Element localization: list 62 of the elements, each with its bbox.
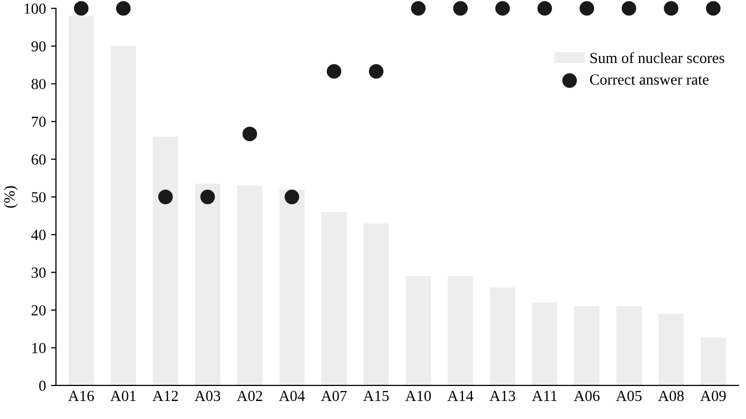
bar	[616, 306, 642, 386]
bar	[194, 184, 220, 386]
point	[411, 1, 426, 16]
x-tick-label: A05	[616, 390, 642, 402]
point	[495, 1, 510, 16]
point	[368, 64, 384, 79]
x-tick-label: A08	[658, 390, 684, 402]
y-tick-label: 60	[32, 154, 46, 165]
y-tick-label: 100	[24, 4, 46, 14]
x-tick-label: A01	[110, 390, 136, 402]
x-tick-label: A14	[447, 390, 474, 401]
bar	[237, 186, 262, 386]
bar	[658, 314, 684, 386]
y-tick-label: 20	[32, 305, 46, 316]
y-tick-label: 50	[32, 192, 46, 202]
legend-label: Correct answer rate	[590, 74, 709, 85]
x-tick-label: A11	[532, 390, 557, 401]
bar	[490, 287, 516, 386]
point	[622, 1, 636, 16]
y-axis-title: (%)	[4, 186, 18, 208]
bar	[68, 16, 94, 386]
point	[116, 1, 131, 16]
point	[537, 1, 552, 16]
point	[242, 126, 258, 142]
bar	[110, 46, 136, 386]
x-tick-label: A02	[236, 390, 262, 402]
bar	[364, 223, 389, 386]
y-tick-label: 0	[39, 380, 46, 391]
x-tick-label: A03	[194, 390, 220, 402]
bar	[448, 276, 474, 386]
point	[200, 190, 215, 204]
x-tick-label: A09	[700, 390, 726, 402]
y-tick-label: 90	[31, 41, 46, 52]
point	[284, 190, 300, 204]
bar	[279, 189, 305, 386]
point	[706, 1, 721, 16]
x-tick-label: A07	[321, 390, 347, 402]
y-tick-label: 80	[32, 78, 46, 90]
point	[326, 64, 342, 79]
bar	[152, 136, 178, 386]
y-tick-label: 40	[31, 230, 46, 240]
point	[74, 1, 89, 16]
x-tick-label: A04	[278, 390, 305, 402]
bar	[406, 276, 431, 386]
x-tick-label: A16	[68, 390, 94, 402]
point	[580, 1, 594, 16]
bar	[574, 306, 600, 386]
bar	[700, 338, 726, 386]
bar	[532, 302, 558, 386]
x-tick-label: A06	[574, 390, 600, 402]
x-tick-label: A15	[363, 390, 389, 402]
y-tick-label: 10	[32, 342, 46, 354]
y-tick-label: 70	[32, 116, 46, 127]
bar	[321, 212, 347, 386]
legend-label: Sum of nuclear scores	[590, 52, 724, 64]
x-tick-label: A13	[490, 390, 516, 402]
point	[664, 1, 678, 16]
x-tick-label: A10	[405, 390, 431, 402]
x-tick-label: A12	[152, 390, 178, 401]
point	[158, 190, 173, 204]
point	[453, 1, 468, 16]
y-tick-label: 30	[32, 267, 46, 278]
